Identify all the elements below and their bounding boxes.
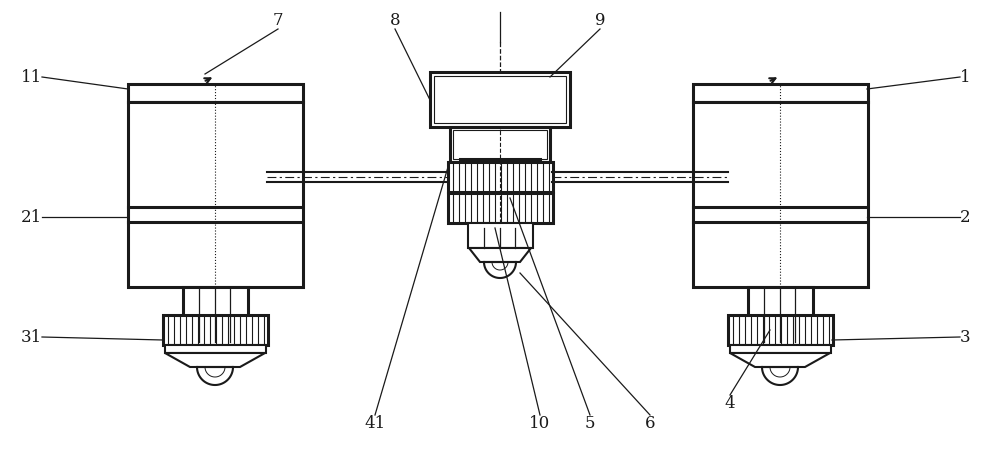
Text: 5: 5 — [585, 415, 595, 432]
Bar — [128, 102, 303, 287]
Text: 6: 6 — [645, 415, 655, 432]
Bar — [728, 315, 833, 345]
Bar — [163, 315, 268, 345]
Bar — [460, 159, 540, 189]
Text: 21: 21 — [21, 208, 42, 225]
Text: 11: 11 — [21, 69, 42, 85]
Bar — [165, 345, 266, 353]
Bar — [128, 84, 303, 102]
Bar — [434, 76, 566, 123]
Polygon shape — [165, 353, 265, 367]
Bar — [693, 84, 868, 102]
Bar — [430, 72, 570, 127]
Bar — [693, 102, 868, 287]
Text: 41: 41 — [364, 415, 386, 432]
Bar — [183, 287, 248, 342]
Bar — [453, 130, 547, 159]
Text: 10: 10 — [529, 415, 551, 432]
Bar — [448, 193, 553, 223]
Text: 7: 7 — [273, 12, 283, 29]
Text: 1: 1 — [960, 69, 971, 85]
Bar — [730, 345, 831, 353]
Text: 4: 4 — [725, 395, 735, 412]
Bar — [450, 127, 550, 162]
Text: 3: 3 — [960, 329, 971, 345]
Bar — [748, 287, 813, 342]
Polygon shape — [730, 353, 830, 367]
Text: 31: 31 — [21, 329, 42, 345]
Bar — [448, 162, 553, 192]
Text: 8: 8 — [390, 12, 400, 29]
Text: 9: 9 — [595, 12, 605, 29]
Text: 2: 2 — [960, 208, 971, 225]
Bar — [468, 223, 533, 248]
Polygon shape — [469, 248, 531, 262]
